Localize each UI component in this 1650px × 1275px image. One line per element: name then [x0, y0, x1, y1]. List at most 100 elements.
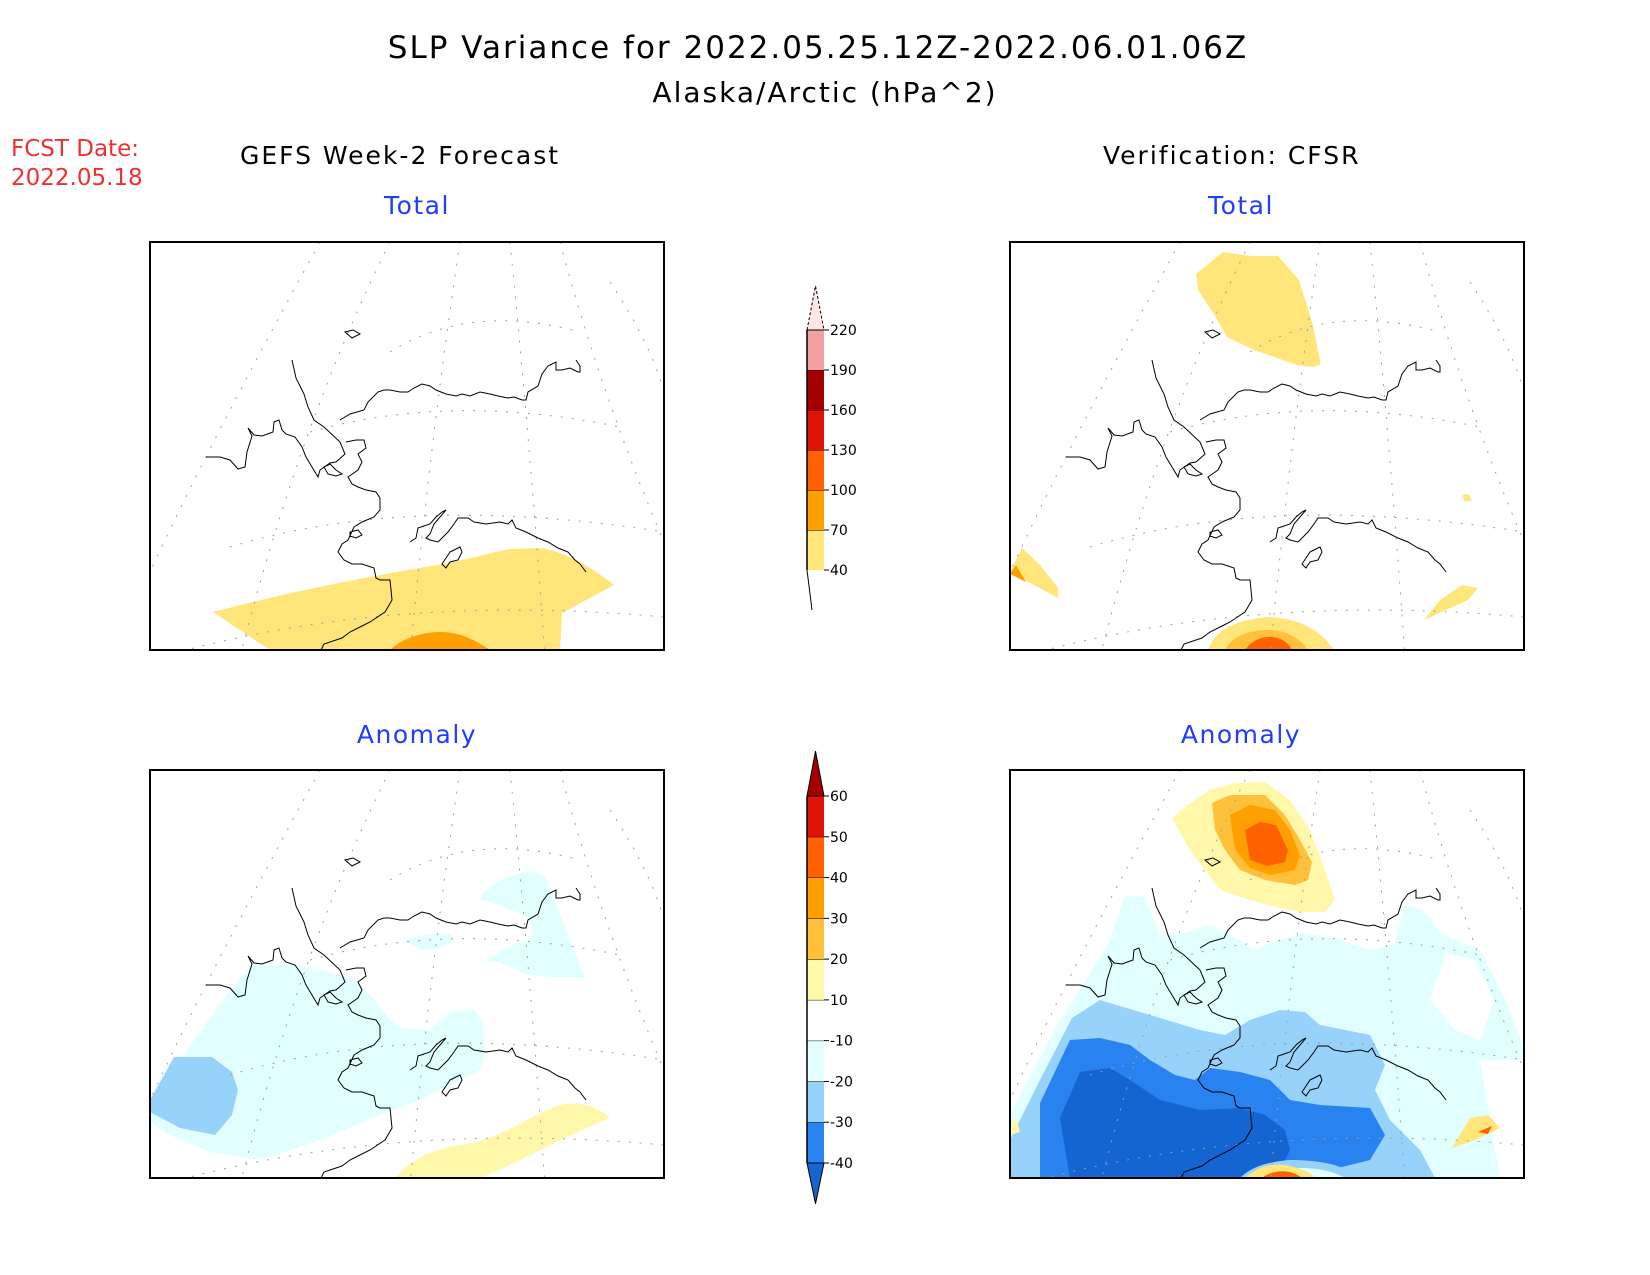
- colorbar-anomaly-label: -40: [830, 1156, 853, 1172]
- graticule-line: [609, 809, 664, 921]
- left-column-header: GEFS Week-2 Forecast: [240, 141, 561, 170]
- graticule-line: [1010, 770, 1181, 1101]
- coastline: [206, 329, 587, 650]
- graticule-line: [1249, 320, 1441, 353]
- graticule-line: [1419, 770, 1524, 1071]
- shade-minus10-minus20-interior: [406, 934, 453, 950]
- map-frame: [149, 241, 665, 651]
- colorbar-box: [807, 530, 824, 570]
- graticule-line: [150, 242, 321, 573]
- map-frame: [149, 769, 665, 1179]
- shade-minus20-minus30: [150, 1057, 238, 1135]
- colorbar-box: [807, 330, 824, 370]
- panel-title-cfsr-anomaly: Anomaly: [1180, 720, 1302, 749]
- colorbar-total-label: 70: [830, 523, 848, 539]
- shade-minus10-minus20-west: [150, 965, 485, 1160]
- map-overlay-cfsr-total: [1009, 241, 1525, 651]
- graticule-line: [1010, 242, 1181, 573]
- graticule-line: [410, 242, 461, 650]
- shade-10-20-south: [395, 1103, 610, 1178]
- colorbar-total-label: 100: [830, 483, 857, 499]
- colorbar-total-label: 220: [830, 323, 857, 339]
- shade-40-60-south-core: [1262, 1171, 1302, 1178]
- chart-subtitle: Alaska/Arctic (hPa^2): [652, 76, 998, 109]
- shade-40-70-se: [1424, 585, 1478, 620]
- graticule-line: [150, 770, 321, 1101]
- graticule-line: [229, 514, 664, 548]
- graticule-line: [1101, 770, 1251, 1178]
- colorbar-anomaly-label: 30: [830, 911, 848, 927]
- map-overlay-gefs-total: [149, 241, 665, 651]
- graticule-line: [184, 609, 664, 650]
- shade-10-20-sw: [1010, 1118, 1020, 1135]
- graticule-line: [1270, 770, 1321, 1178]
- shade-below-minus40: [1060, 1068, 1290, 1178]
- colorbar-anomaly-label: -30: [830, 1115, 853, 1131]
- graticule-line: [1469, 281, 1524, 393]
- graticule-line: [559, 242, 664, 543]
- graticule-line: [1249, 848, 1441, 881]
- colorbar-total-label: 130: [830, 443, 857, 459]
- graticule-line: [241, 770, 391, 1178]
- colorbar-anomaly-label: -20: [830, 1074, 853, 1090]
- colorbar-arrow-bottom: [806, 569, 813, 611]
- map-panel-cfsr-total: [1010, 252, 1478, 650]
- shade-white-east: [1430, 953, 1494, 1040]
- colorbar-box: [807, 836, 824, 878]
- shade-40-70-e: [1462, 494, 1472, 502]
- map-overlay-cfsr-anomaly: [1009, 769, 1525, 1179]
- fcst-date-value: 2022.05.18: [11, 165, 143, 191]
- colorbar-anomaly-label: 40: [830, 871, 848, 887]
- coastline: [1066, 329, 1447, 650]
- shade-white-se: [1480, 1060, 1524, 1178]
- colorbar-anomaly-label: 50: [830, 830, 848, 846]
- shade-minus10-minus20-yukon: [480, 871, 585, 978]
- chart-title-text: SLP Variance for 2022.05.25.12Z-2022.06.…: [387, 30, 1249, 66]
- graticule-line: [1469, 809, 1524, 921]
- colorbar-box: [807, 999, 824, 1041]
- colorbar-anomaly-label: 10: [830, 993, 848, 1009]
- colorbar-box: [807, 1040, 824, 1082]
- graticule-line: [559, 770, 664, 1071]
- colorbar-box: [807, 490, 824, 530]
- shade-40-50-north: [1245, 822, 1288, 866]
- panel-title-gefs-total: Total: [384, 191, 450, 220]
- graticule-line: [241, 242, 391, 650]
- graticule-line: [1089, 514, 1524, 548]
- shade-10-40-se: [1452, 1115, 1500, 1148]
- graticule-line: [1101, 242, 1251, 650]
- shade-100-130-s: [1245, 637, 1292, 650]
- graticule-line: [1169, 410, 1481, 433]
- coastline: [1066, 857, 1447, 1178]
- map-panel-gefs-anomaly: [150, 871, 610, 1178]
- colorbar-box: [807, 370, 824, 410]
- colorbar-total: 40 70 100 130 160 190 220: [806, 285, 857, 611]
- right-column-header: Verification: CFSR: [1103, 141, 1361, 170]
- chart-title: SLP Variance for 2022.05.25.12Z-2022.06.…: [0, 30, 1650, 66]
- shade-70-100-sw: [1010, 565, 1026, 582]
- graticule-line: [410, 770, 461, 1178]
- colorbar-anomaly: -40 -30 -20 -10 10 20 30 40 50 60: [806, 751, 853, 1204]
- colorbar-box: [807, 410, 824, 450]
- colorbar-total-label: 160: [830, 403, 857, 419]
- panel-title-gefs-anomaly: Anomaly: [356, 720, 478, 749]
- graticule-line: [1270, 242, 1321, 650]
- colorbar-arrow-top: [806, 751, 825, 797]
- shade-40-70: [1196, 252, 1320, 367]
- map-panel-cfsr-anomaly: [1010, 782, 1524, 1178]
- colorbar-arrow-bottom: [806, 1162, 825, 1204]
- colorbar-box: [807, 959, 824, 1000]
- colorbar-total-label: 40: [830, 563, 848, 579]
- graticule-line: [184, 1137, 664, 1178]
- colorbar-anomaly-label: 60: [830, 789, 848, 805]
- colorbar-anomaly-label: 20: [830, 952, 848, 968]
- map-overlay-gefs-anomaly: [149, 769, 665, 1179]
- shade-30-40-se: [1478, 1126, 1492, 1134]
- coastline: [206, 857, 587, 1178]
- shade-40-70-sw: [1010, 548, 1058, 598]
- graticule-line: [1369, 242, 1406, 650]
- graticule-line: [309, 410, 621, 433]
- graticule-line: [1044, 1137, 1524, 1178]
- graticule-line: [609, 281, 664, 393]
- colorbar-box: [807, 450, 824, 490]
